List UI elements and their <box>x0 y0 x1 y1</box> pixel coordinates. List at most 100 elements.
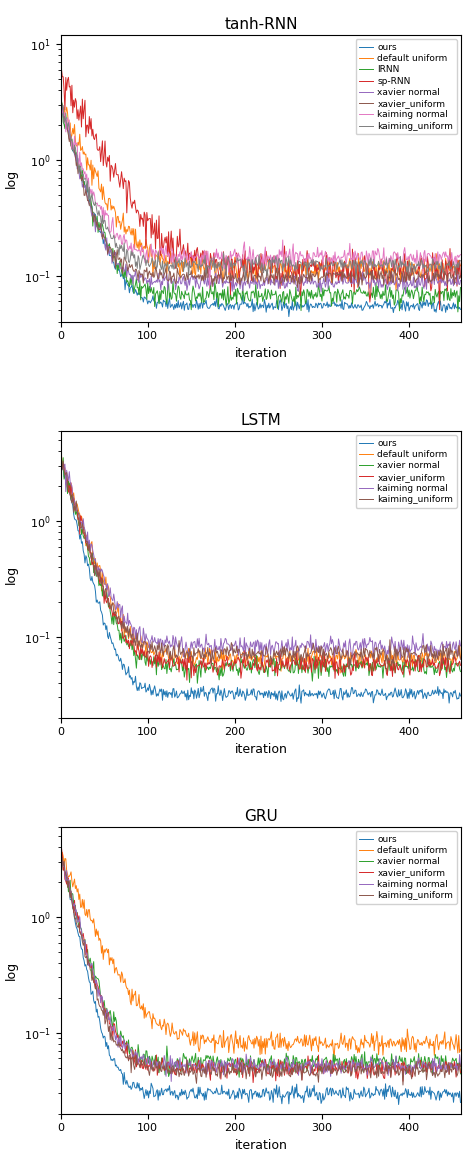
sp-RNN <box>392 266 398 280</box>
xavier normal <box>66 474 71 488</box>
xavier normal <box>274 1061 280 1075</box>
Line: default uniform: default uniform <box>61 455 460 673</box>
kaiming normal <box>58 444 63 458</box>
Line: kaiming_uniform: kaiming_uniform <box>61 454 460 669</box>
ours <box>298 696 304 710</box>
ours <box>397 300 402 314</box>
kaiming normal <box>392 1064 398 1078</box>
sp-RNN <box>67 80 72 94</box>
xavier_uniform <box>58 101 63 115</box>
kaiming_uniform <box>67 121 72 135</box>
IRNN <box>382 288 387 302</box>
default uniform <box>397 259 402 273</box>
xavier normal <box>58 95 63 109</box>
default uniform <box>273 1030 279 1044</box>
kaiming_uniform <box>458 254 463 268</box>
kaiming_uniform <box>397 249 403 263</box>
kaiming normal <box>192 249 198 263</box>
Line: xavier normal: xavier normal <box>61 855 460 1078</box>
ours <box>58 96 63 110</box>
kaiming normal <box>260 654 266 668</box>
kaiming_uniform <box>346 662 352 676</box>
IRNN <box>59 94 64 108</box>
kaiming_uniform <box>273 646 279 660</box>
default uniform <box>391 258 397 271</box>
xavier_uniform <box>274 261 280 275</box>
kaiming_uniform <box>381 1067 387 1081</box>
Line: default uniform: default uniform <box>61 103 460 290</box>
kaiming_uniform <box>396 1068 401 1082</box>
IRNN <box>58 101 63 115</box>
xavier normal <box>392 666 398 680</box>
xavier_uniform <box>192 1064 198 1078</box>
Legend: ours, default uniform, xavier normal, xavier_uniform, kaiming normal, kaiming_un: ours, default uniform, xavier normal, xa… <box>356 832 457 904</box>
kaiming_uniform <box>58 846 63 860</box>
default uniform <box>382 1037 387 1051</box>
kaiming_uniform <box>66 481 71 495</box>
default uniform <box>381 254 387 268</box>
kaiming normal <box>58 849 63 863</box>
ours <box>458 1095 463 1109</box>
default uniform <box>458 259 463 273</box>
kaiming normal <box>393 248 399 262</box>
kaiming normal <box>191 635 197 648</box>
IRNN <box>397 304 402 318</box>
Line: ours: ours <box>61 458 460 703</box>
xavier_uniform <box>458 269 463 283</box>
kaiming normal <box>458 247 463 261</box>
xavier_uniform <box>392 666 398 680</box>
xavier normal <box>66 123 71 137</box>
Line: xavier normal: xavier normal <box>61 454 460 683</box>
default uniform <box>58 842 63 856</box>
IRNN <box>458 281 463 295</box>
default uniform <box>192 658 198 672</box>
Line: kaiming normal: kaiming normal <box>61 108 460 289</box>
kaiming_uniform <box>273 1063 279 1076</box>
xavier normal <box>382 654 387 668</box>
ours <box>191 691 197 705</box>
ours <box>458 303 463 317</box>
default uniform <box>397 653 403 667</box>
Title: LSTM: LSTM <box>240 413 281 428</box>
ours <box>191 1087 197 1101</box>
kaiming normal <box>382 639 387 653</box>
kaiming normal <box>274 635 280 648</box>
ours <box>391 1089 397 1103</box>
xavier_uniform <box>67 135 72 148</box>
default uniform <box>337 666 343 680</box>
Y-axis label: log: log <box>5 168 18 188</box>
xavier normal <box>66 885 71 899</box>
xavier_uniform <box>192 269 198 283</box>
default uniform <box>392 1039 398 1053</box>
ours <box>392 302 398 316</box>
default uniform <box>458 651 463 665</box>
default uniform <box>393 283 399 297</box>
ours <box>397 689 402 703</box>
kaiming_uniform <box>458 1059 463 1073</box>
ours <box>392 681 398 695</box>
xavier normal <box>191 1056 197 1070</box>
ours <box>458 689 463 703</box>
ours <box>397 1089 402 1103</box>
kaiming normal <box>397 251 403 264</box>
Line: xavier_uniform: xavier_uniform <box>61 848 460 1082</box>
kaiming normal <box>168 1074 174 1088</box>
Line: kaiming normal: kaiming normal <box>61 451 460 661</box>
xavier normal <box>191 660 197 674</box>
ours <box>286 310 292 324</box>
kaiming normal <box>275 248 281 262</box>
xavier normal <box>382 1052 387 1066</box>
xavier_uniform <box>383 267 388 281</box>
Line: sp-RNN: sp-RNN <box>61 70 460 310</box>
xavier_uniform <box>250 1075 256 1089</box>
Legend: ours, default uniform, IRNN, sp-RNN, xavier normal, xavier_uniform, kaiming norm: ours, default uniform, IRNN, sp-RNN, xav… <box>356 39 457 135</box>
kaiming normal <box>397 1057 402 1071</box>
Line: default uniform: default uniform <box>61 849 460 1058</box>
default uniform <box>66 870 71 884</box>
xavier_uniform <box>458 1066 463 1080</box>
ours <box>66 123 71 137</box>
default uniform <box>58 96 63 110</box>
kaiming normal <box>458 1059 463 1073</box>
xavier_uniform <box>274 652 280 666</box>
Line: IRNN: IRNN <box>61 101 460 312</box>
